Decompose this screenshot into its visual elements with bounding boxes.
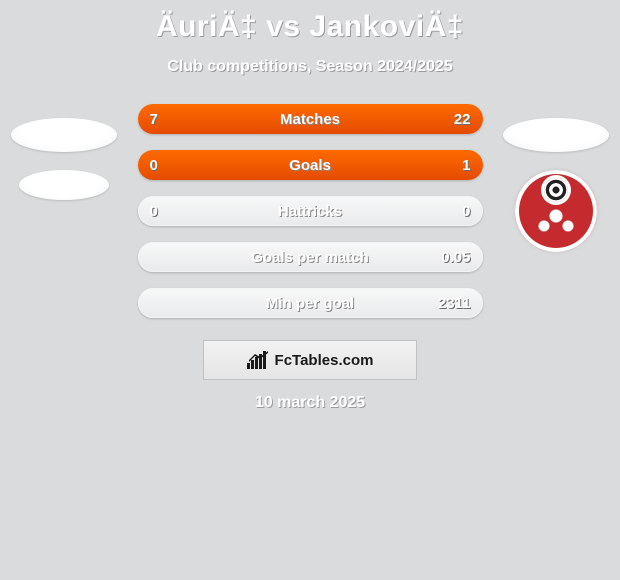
left-logos-column [4, 118, 124, 200]
stat-bar-right-fill [221, 104, 483, 134]
branding-text: FcTables.com [275, 352, 374, 369]
player-right-name: Jankovi [309, 10, 424, 43]
left-logo-2-ellipse [19, 170, 109, 200]
left-logo-1-ellipse [11, 118, 117, 152]
subtitle: Club competitions, Season 2024/2025 [0, 58, 620, 76]
page-title: ÄuriÄ‡ vs JankoviÄ‡ [0, 0, 620, 44]
right-logos-column [496, 118, 616, 252]
branding-box[interactable]: FcTables.com [203, 340, 417, 380]
player-left-name: Äuri [156, 10, 218, 43]
right-club-badge [515, 170, 597, 252]
stat-value-right: 0.05 [441, 249, 470, 266]
date-text: 10 march 2025 [0, 394, 620, 412]
stat-bar: Min per goal2311 [138, 288, 483, 318]
stat-bar: 0Hattricks0 [138, 196, 483, 226]
stats-bars-container: 7Matches22 0Goals1 0Hattricks0 Goals per ma… [138, 104, 483, 318]
stat-bar: Goals per match0.05 [138, 242, 483, 272]
stat-value-right: 2311 [438, 295, 471, 312]
stat-bar: 7Matches22 [138, 104, 483, 134]
stat-bar-left-fill [138, 104, 221, 134]
stat-value-right: 0 [462, 203, 470, 220]
vs-word: vs [266, 10, 300, 43]
stat-value-left: 0 [150, 203, 158, 220]
stat-bar-right-fill [138, 150, 483, 180]
stat-bar: 0Goals1 [138, 150, 483, 180]
bar-chart-icon [247, 351, 269, 369]
stat-label: Goals per match [138, 249, 483, 266]
stat-label: Hattricks [138, 203, 483, 220]
stat-label: Min per goal [138, 295, 483, 312]
right-logo-1-ellipse [503, 118, 609, 152]
